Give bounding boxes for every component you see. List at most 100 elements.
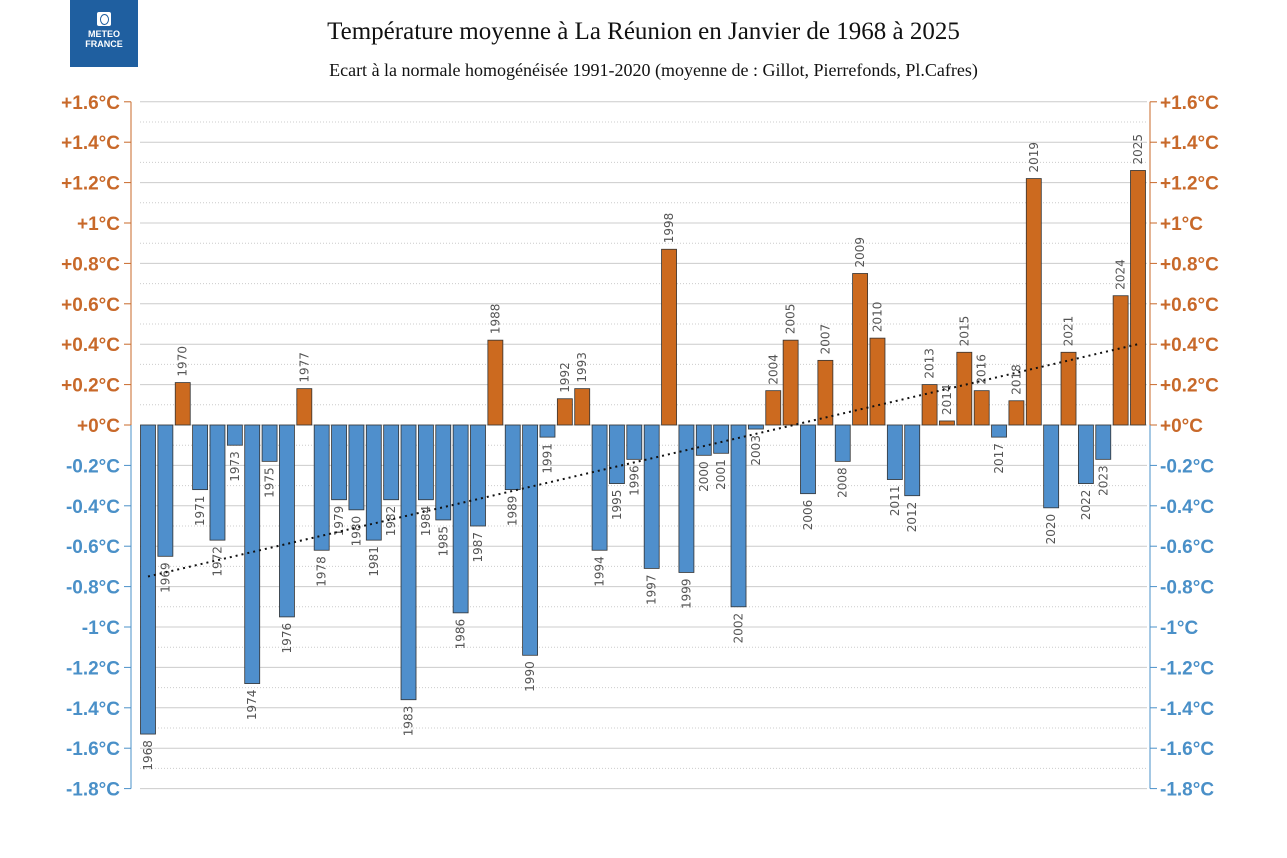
bar-label-1972: 1972: [210, 546, 224, 577]
bar-label-2018: 2018: [1009, 364, 1023, 395]
bar-2006: [800, 424, 816, 495]
bar-label-2002: 2002: [732, 613, 746, 644]
bar-label-1971: 1971: [193, 496, 207, 527]
bar-1968: [140, 424, 156, 735]
left-tick-label: -0.2°C: [66, 456, 120, 477]
bar-2000: [695, 424, 712, 456]
right-tick-label: +0.8°C: [1160, 254, 1219, 275]
bar-label-1987: 1987: [471, 532, 485, 563]
bar-label-1978: 1978: [315, 556, 329, 587]
bar-label-2020: 2020: [1044, 514, 1058, 545]
bar-1982: [383, 424, 400, 501]
trendline: [147, 343, 1139, 578]
left-tick-label: +0.6°C: [61, 295, 120, 316]
bar-label-1996: 1996: [627, 465, 641, 496]
bar-1969: [157, 424, 174, 557]
bar-label-2004: 2004: [766, 354, 780, 385]
bar-2011: [886, 424, 903, 480]
bar-1996: [626, 424, 643, 460]
bar-label-1969: 1969: [158, 562, 172, 593]
right-tick-label: +0.6°C: [1160, 295, 1219, 316]
bar-label-1990: 1990: [523, 661, 537, 692]
bar-1975: [261, 424, 278, 462]
bar-label-2024: 2024: [1114, 259, 1128, 290]
bar-1973: [226, 424, 243, 446]
left-tick-label: +1°C: [77, 214, 120, 235]
bar-label-1980: 1980: [349, 516, 363, 547]
bar-label-2012: 2012: [905, 502, 919, 533]
right-tick-label: +1.4°C: [1160, 133, 1219, 154]
bar-2010: [869, 337, 886, 426]
bar-label-2015: 2015: [957, 316, 971, 347]
bar-1992: [556, 398, 573, 426]
bar-1970: [174, 382, 191, 426]
bar-label-1968: 1968: [141, 740, 155, 771]
bar-label-2017: 2017: [992, 443, 1006, 474]
bar-2024: [1112, 295, 1129, 426]
bar-1979: [331, 424, 347, 501]
bar-1980: [348, 424, 365, 511]
bar-2015: [956, 351, 973, 426]
left-tick-label: -1.6°C: [66, 739, 120, 760]
bar-label-1997: 1997: [645, 574, 659, 605]
bar-1990: [522, 424, 539, 656]
left-tick-label: +0.8°C: [61, 254, 120, 275]
right-tick-label: -1°C: [1160, 618, 1198, 639]
bar-1989: [504, 424, 521, 491]
left-tick-label: -0.6°C: [66, 537, 120, 558]
bar-1985: [435, 424, 452, 521]
bar-1971: [192, 424, 209, 491]
bar-label-1998: 1998: [662, 213, 676, 244]
right-tick-label: +1.6°C: [1160, 93, 1219, 114]
bar-label-2000: 2000: [697, 461, 711, 492]
left-tick-label: +1.4°C: [61, 133, 120, 154]
bar-2016: [973, 390, 990, 426]
right-tick-label: -1.4°C: [1160, 699, 1214, 720]
bar-1972: [209, 424, 226, 541]
bar-1991: [539, 424, 556, 438]
bar-label-1985: 1985: [436, 526, 450, 557]
chart-title: Température moyenne à La Réunion en Janv…: [327, 18, 960, 45]
right-tick-label: -0.8°C: [1160, 578, 1214, 599]
bar-1977: [296, 388, 313, 426]
bar-label-1973: 1973: [228, 451, 242, 482]
left-tick-label: +0°C: [77, 416, 120, 437]
bar-label-1993: 1993: [575, 352, 589, 383]
bar-label-1982: 1982: [384, 506, 398, 537]
bar-label-2019: 2019: [1027, 142, 1041, 173]
left-tick-label: +0.2°C: [61, 376, 120, 397]
bar-label-1975: 1975: [263, 467, 277, 498]
bar-label-2016: 2016: [975, 354, 989, 385]
right-tick-label: -0.6°C: [1160, 537, 1214, 558]
bar-label-2001: 2001: [714, 459, 728, 490]
bar-2018: [1008, 400, 1025, 426]
bar-label-1970: 1970: [176, 346, 190, 377]
bar-1981: [365, 424, 382, 541]
bar-label-2025: 2025: [1131, 134, 1145, 165]
right-tick-label: -0.4°C: [1160, 497, 1214, 518]
bar-2025: [1130, 170, 1146, 426]
bar-1987: [470, 424, 486, 527]
bar-label-2022: 2022: [1079, 490, 1093, 521]
bar-2009: [852, 273, 869, 426]
bar-label-2011: 2011: [888, 486, 902, 517]
bar-1983: [400, 424, 417, 701]
bar-label-2023: 2023: [1096, 465, 1110, 496]
bar-2013: [921, 384, 938, 426]
bar-1995: [609, 424, 625, 484]
bar-2007: [817, 359, 834, 426]
bar-label-2006: 2006: [801, 500, 815, 531]
left-tick-label: +1.6°C: [61, 93, 120, 114]
bar-2012: [904, 424, 921, 497]
right-tick-label: +0.4°C: [1160, 335, 1219, 356]
bar-label-1999: 1999: [679, 578, 693, 609]
left-tick-label: +1.2°C: [61, 174, 120, 195]
bar-label-1995: 1995: [610, 490, 624, 521]
bar-label-2008: 2008: [836, 467, 850, 498]
bar-label-2013: 2013: [923, 348, 937, 379]
bar-label-1988: 1988: [488, 304, 502, 335]
bar-label-1984: 1984: [419, 506, 433, 537]
bar-label-1974: 1974: [245, 690, 259, 721]
left-tick-label: -1.4°C: [66, 699, 120, 720]
